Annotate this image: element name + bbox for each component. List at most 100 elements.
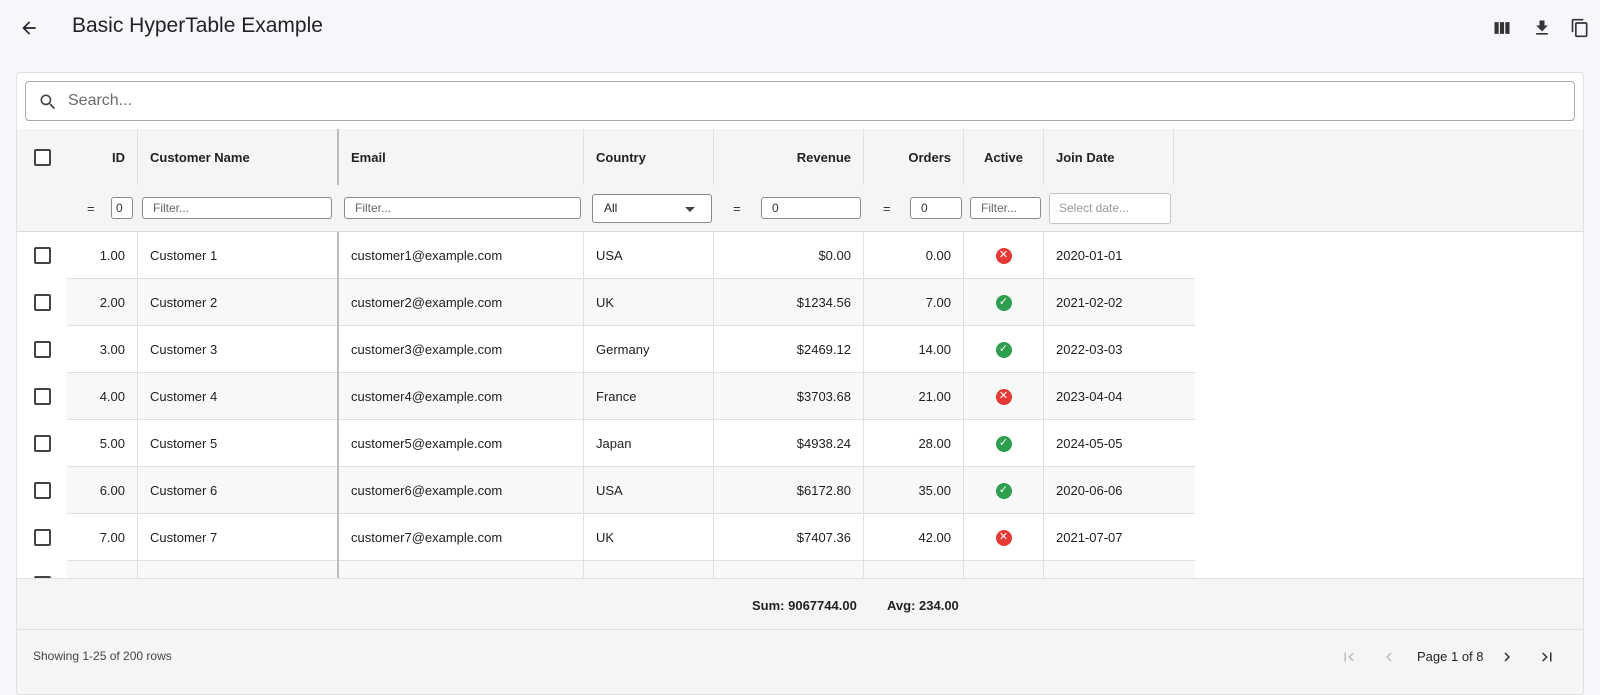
first-page-icon[interactable] bbox=[1339, 647, 1359, 667]
row-checkbox[interactable] bbox=[33, 482, 51, 499]
cell-id-text: 7.00 bbox=[99, 530, 125, 545]
column-header-revenue[interactable]: Revenue bbox=[713, 129, 863, 185]
column-header-join-date[interactable]: Join Date bbox=[1043, 129, 1173, 185]
column-header-id[interactable]: ID bbox=[112, 149, 125, 165]
cell-country-text: UK bbox=[596, 295, 615, 310]
data-table: ID Customer Name Email Country Revenue O… bbox=[17, 129, 1583, 590]
country-filter-select[interactable]: All bbox=[592, 193, 712, 223]
cell-country-text: UK bbox=[596, 530, 615, 545]
cell-orders bbox=[863, 561, 963, 590]
cell-orders-text: 35.00 bbox=[918, 483, 951, 498]
cell-id: 6.00 bbox=[67, 467, 137, 514]
cell-email-text: customer3@example.com bbox=[351, 342, 503, 357]
cell-customer-name-text: Customer 7 bbox=[150, 530, 218, 545]
cell-id-text: 1.00 bbox=[99, 248, 125, 263]
row-checkbox[interactable] bbox=[33, 341, 51, 358]
row-checkbox[interactable] bbox=[33, 435, 51, 452]
back-arrow-icon[interactable] bbox=[16, 15, 42, 41]
customer-name-filter-input[interactable] bbox=[142, 197, 332, 219]
table-row[interactable]: 3.00 Customer 3 customer3@example.com Germa… bbox=[17, 326, 1583, 373]
active-filter-input[interactable] bbox=[970, 197, 1041, 219]
column-divider bbox=[1173, 129, 1175, 185]
cancel-circle-icon: ✕ bbox=[995, 388, 1012, 405]
column-header-country[interactable]: Country bbox=[583, 129, 713, 185]
cell-active: ✓ bbox=[963, 326, 1043, 373]
select-all-checkbox[interactable] bbox=[33, 148, 51, 166]
column-header-orders[interactable]: Orders bbox=[863, 129, 963, 185]
cell-orders: 35.00 bbox=[863, 467, 963, 514]
columns-icon[interactable] bbox=[1490, 16, 1514, 40]
pagination-bar: Showing 1-25 of 200 rows Page 1 of 8 bbox=[17, 630, 1583, 694]
table-row[interactable]: 1.00 Customer 1 customer1@example.com USA $0… bbox=[17, 232, 1583, 279]
cell-country-text: Germany bbox=[596, 342, 650, 357]
cell-revenue-text: $2469.12 bbox=[796, 342, 851, 357]
cell-id: 4.00 bbox=[67, 373, 137, 420]
cell-country: USA bbox=[583, 232, 713, 279]
cell-join-date-text: 2021-07-07 bbox=[1056, 530, 1123, 545]
cell-id-text: 6.00 bbox=[99, 483, 125, 498]
cell-orders: 28.00 bbox=[863, 420, 963, 467]
column-header-email[interactable]: Email bbox=[337, 129, 583, 185]
download-icon[interactable] bbox=[1530, 16, 1554, 40]
search-box[interactable] bbox=[25, 81, 1575, 121]
row-checkbox[interactable] bbox=[33, 529, 51, 546]
cell-orders-text: 7.00 bbox=[925, 295, 951, 310]
orders-filter-input[interactable] bbox=[910, 197, 962, 219]
row-checkbox[interactable] bbox=[33, 247, 51, 264]
cell-revenue: $6172.80 bbox=[713, 467, 863, 514]
row-select-cell bbox=[17, 467, 67, 514]
previous-page-icon[interactable] bbox=[1379, 647, 1399, 667]
cell-orders: 42.00 bbox=[863, 514, 963, 561]
id-filter-input[interactable] bbox=[111, 197, 133, 219]
cell-customer-name-text: Customer 5 bbox=[150, 436, 218, 451]
table-row[interactable]: 7.00 Customer 7 customer7@example.com UK $74… bbox=[17, 514, 1583, 561]
select-all-cell bbox=[17, 129, 67, 185]
cell-join-date: 2021-02-02 bbox=[1043, 279, 1173, 326]
cell-email: customer7@example.com bbox=[337, 514, 583, 561]
row-select-cell bbox=[17, 326, 67, 373]
row-checkbox[interactable] bbox=[33, 388, 51, 405]
cell-revenue: $4938.24 bbox=[713, 420, 863, 467]
orders-avg: Avg: 234.00 bbox=[887, 598, 959, 613]
cell-country: UK bbox=[583, 279, 713, 326]
table-row[interactable]: 4.00 Customer 4 customer4@example.com Franc… bbox=[17, 373, 1583, 420]
cell-active: ✓ bbox=[963, 420, 1043, 467]
column-header-customer-name[interactable]: Customer Name bbox=[137, 129, 339, 185]
table-header: ID Customer Name Email Country Revenue O… bbox=[17, 129, 1583, 185]
cell-customer-name: Customer 7 bbox=[137, 514, 339, 561]
cell-email: customer5@example.com bbox=[337, 420, 583, 467]
search-input[interactable] bbox=[68, 86, 1558, 116]
revenue-filter-input[interactable] bbox=[761, 197, 861, 219]
orders-filter-operator: = bbox=[883, 200, 891, 216]
cell-id-text: 4.00 bbox=[99, 389, 125, 404]
table-row[interactable]: 5.00 Customer 5 customer5@example.com Japan… bbox=[17, 420, 1583, 467]
cell-customer-name-text: Customer 6 bbox=[150, 483, 218, 498]
cell-email-text: customer5@example.com bbox=[351, 436, 503, 451]
cell-revenue-text: $1234.56 bbox=[796, 295, 851, 310]
cell-join-date: 2022-03-03 bbox=[1043, 326, 1173, 373]
copy-icon[interactable] bbox=[1568, 16, 1592, 40]
cell-email-text: customer6@example.com bbox=[351, 483, 503, 498]
cell-orders-text: 42.00 bbox=[918, 530, 951, 545]
join-date-filter-picker[interactable]: Select date... bbox=[1049, 192, 1171, 224]
cell-customer-name: Customer 6 bbox=[137, 467, 339, 514]
next-page-icon[interactable] bbox=[1497, 647, 1517, 667]
table-row[interactable]: 2.00 Customer 2 customer2@example.com UK $12… bbox=[17, 279, 1583, 326]
cell-id: 7.00 bbox=[67, 514, 137, 561]
cell-join-date-text: 2021-02-02 bbox=[1056, 295, 1123, 310]
cell-email-text: customer2@example.com bbox=[351, 295, 503, 310]
table-row[interactable]: 6.00 Customer 6 customer6@example.com USA $6… bbox=[17, 467, 1583, 514]
cell-join-date: 2023-04-04 bbox=[1043, 373, 1173, 420]
filter-row: = All = = bbox=[17, 185, 1583, 232]
column-header-active[interactable]: Active bbox=[963, 129, 1043, 185]
cell-country: USA bbox=[583, 467, 713, 514]
cell-customer-name: Customer 1 bbox=[137, 232, 339, 279]
cell-revenue: $1234.56 bbox=[713, 279, 863, 326]
email-filter-input[interactable] bbox=[344, 197, 581, 219]
app-bar: Basic HyperTable Example bbox=[0, 0, 1600, 56]
cell-email: customer6@example.com bbox=[337, 467, 583, 514]
cell-orders: 0.00 bbox=[863, 232, 963, 279]
last-page-icon[interactable] bbox=[1537, 647, 1557, 667]
row-checkbox[interactable] bbox=[33, 294, 51, 311]
cell-revenue-text: $7407.36 bbox=[796, 530, 851, 545]
